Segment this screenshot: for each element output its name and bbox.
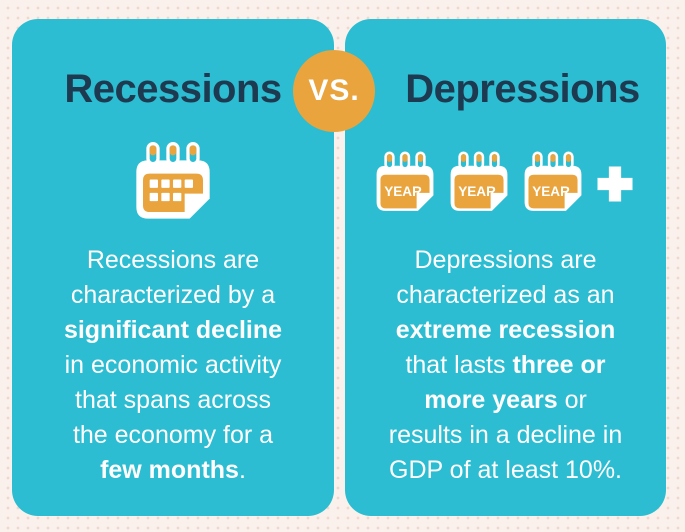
calendar-day-squares [149,179,193,202]
calendar-rings [532,151,574,170]
vs-label: VS. [308,74,360,107]
calendar-rings [458,151,500,170]
year-calendar-label: YEAR [384,184,422,199]
calendar-rings [384,151,426,170]
year-calendar-icon: YEAR [450,151,508,211]
year-calendar-icon: YEAR [376,151,434,211]
calendar-rings [146,142,200,166]
recessions-panel: Recessions [12,19,334,516]
calendar-month-icon [136,142,210,219]
recessions-title: Recessions [64,67,282,111]
depressions-panel: Depressions [345,19,666,516]
depressions-icon-row: YEAR [374,150,636,215]
recessions-description: Recessions are characterized by a signific… [63,246,283,484]
depressions-description: Depressions are characterized as an extrem… [388,246,623,484]
year-calendar-label: YEAR [532,184,570,199]
year-calendar-icon: YEAR [524,151,582,211]
year-calendar-label: YEAR [458,184,496,199]
plus-icon [597,166,633,202]
vs-badge: VS. [293,50,375,132]
depressions-title: Depressions [405,67,640,111]
